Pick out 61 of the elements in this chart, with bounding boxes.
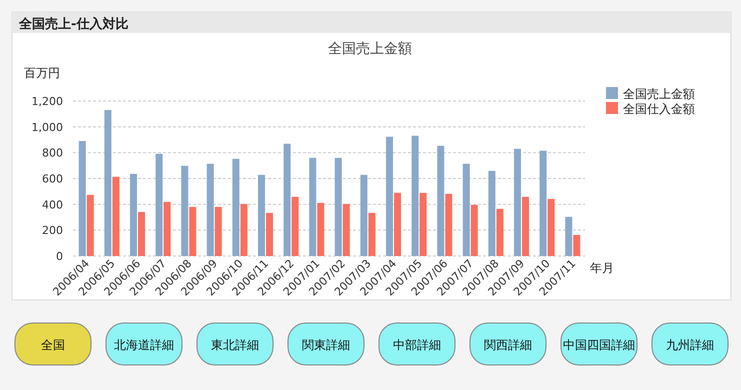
text: 中国四国詳細 (563, 338, 635, 352)
bar (138, 212, 145, 256)
y-tick-label: 400 (42, 198, 63, 212)
text: 北海道詳細 (114, 338, 174, 352)
bar (232, 158, 240, 256)
chart-subtitle: 全国売上金額 (328, 41, 412, 57)
bar (412, 136, 419, 256)
bar (317, 202, 324, 256)
bar (284, 144, 291, 256)
bar (470, 204, 478, 256)
bar (156, 154, 163, 256)
bar (104, 110, 112, 256)
legend-label: 全国仕入金額 (623, 102, 695, 116)
text: 九州詳細 (666, 338, 714, 352)
bar (214, 206, 222, 256)
text: 関東詳細 (302, 338, 350, 352)
text: 関西詳細 (484, 338, 532, 352)
bar (394, 192, 401, 256)
y-tick-label: 600 (42, 172, 63, 186)
bar (206, 164, 214, 256)
bar (258, 174, 265, 256)
bar (181, 166, 188, 256)
bar (334, 158, 342, 256)
y-tick-label: 1,200 (32, 95, 63, 108)
bar (437, 146, 444, 256)
text: 全国 (41, 338, 65, 352)
bar (573, 234, 580, 256)
bar (240, 204, 248, 256)
bar (130, 174, 137, 256)
y-tick-label: 800 (42, 146, 63, 160)
bar (445, 194, 452, 256)
bar (496, 208, 504, 256)
y-tick-label: 0 (56, 250, 63, 263)
bar (164, 202, 171, 256)
bar (86, 194, 94, 256)
chart-title: 全国売上-仕入対比 (18, 16, 128, 32)
y-axis-title: 百万円 (24, 66, 60, 80)
bar (189, 206, 196, 256)
y-tick-label: 200 (42, 224, 63, 238)
bar (540, 150, 547, 256)
y-tick-label: 1,000 (32, 120, 63, 134)
bar (420, 192, 427, 256)
bar (386, 136, 393, 256)
bar (292, 196, 299, 256)
bar (309, 158, 316, 256)
bar (112, 176, 120, 256)
bar (266, 212, 273, 256)
bar (548, 198, 555, 256)
bar (368, 212, 376, 256)
bar (360, 174, 368, 256)
bar (522, 196, 529, 256)
bar (514, 148, 521, 256)
bar (488, 170, 496, 256)
bar (342, 204, 350, 256)
bar (78, 141, 86, 256)
bar (462, 164, 470, 256)
x-axis-title: 年月 (590, 261, 614, 275)
text: 中部詳細 (393, 338, 441, 352)
text: 東北詳細 (211, 338, 259, 352)
legend-label: 全国売上金額 (623, 87, 695, 101)
bar (565, 216, 572, 256)
